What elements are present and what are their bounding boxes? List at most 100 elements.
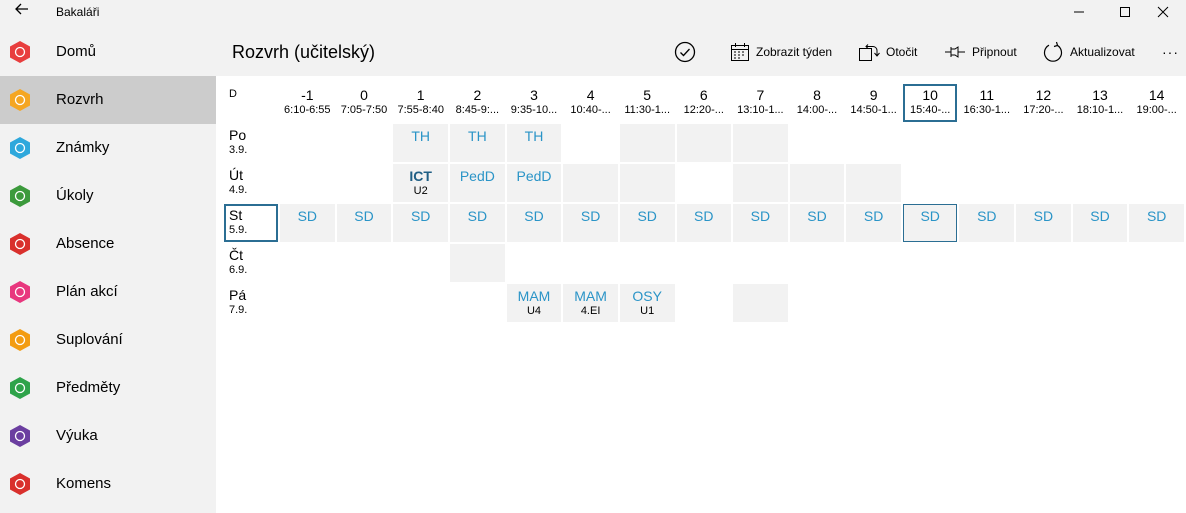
empty-cell[interactable] — [1129, 164, 1184, 202]
empty-cell[interactable] — [676, 284, 732, 322]
lesson-cell[interactable]: MAM 4.EI — [563, 284, 618, 322]
empty-cell[interactable] — [1072, 164, 1128, 202]
empty-cell[interactable] — [902, 124, 958, 162]
lesson-cell[interactable]: OSY U1 — [619, 284, 675, 322]
empty-cell[interactable] — [1016, 244, 1071, 282]
empty-cell[interactable] — [1072, 124, 1128, 162]
confirm-button[interactable] — [674, 40, 702, 64]
lesson-cell[interactable]: SD — [789, 204, 845, 242]
more-button[interactable]: ··· — [1162, 40, 1179, 64]
empty-cell[interactable] — [733, 284, 788, 322]
empty-cell[interactable] — [789, 124, 845, 162]
empty-cell[interactable] — [279, 244, 335, 282]
sidebar-item-7[interactable]: Suplování — [0, 316, 216, 364]
empty-cell[interactable] — [959, 124, 1015, 162]
sidebar-item-8[interactable]: Předměty — [0, 364, 216, 412]
day-cell[interactable]: Čt 6.9. — [224, 244, 278, 282]
empty-cell[interactable] — [279, 124, 335, 162]
lesson-cell[interactable]: SD — [959, 204, 1015, 242]
refresh-button[interactable]: Aktualizovat — [1042, 40, 1135, 64]
empty-cell[interactable] — [846, 164, 901, 202]
lesson-cell[interactable]: SD — [676, 204, 732, 242]
back-arrow-icon[interactable] — [12, 2, 32, 22]
lesson-cell[interactable]: SD — [619, 204, 675, 242]
lesson-cell[interactable]: SD — [733, 204, 788, 242]
sidebar-item-10[interactable]: Komens — [0, 460, 216, 508]
lesson-cell[interactable]: SD — [846, 204, 901, 242]
lesson-cell[interactable]: TH — [450, 124, 505, 162]
sidebar-item-1[interactable]: Domů — [0, 28, 216, 76]
lesson-cell[interactable]: SD — [506, 204, 562, 242]
empty-cell[interactable] — [336, 164, 392, 202]
lesson-cell[interactable]: SD — [563, 204, 618, 242]
empty-cell[interactable] — [619, 244, 675, 282]
empty-cell[interactable] — [1129, 244, 1184, 282]
empty-cell[interactable] — [959, 164, 1015, 202]
lesson-cell[interactable]: SD — [1129, 204, 1184, 242]
empty-cell[interactable] — [279, 284, 335, 322]
empty-cell[interactable] — [789, 284, 845, 322]
lesson-cell[interactable]: MAM U4 — [506, 284, 562, 322]
empty-cell[interactable] — [336, 244, 392, 282]
lesson-cell[interactable]: SD — [393, 204, 449, 242]
empty-cell[interactable] — [450, 244, 505, 282]
empty-cell[interactable] — [563, 244, 618, 282]
minimize-icon[interactable] — [1056, 0, 1102, 24]
sidebar-item-5[interactable]: Absence — [0, 220, 216, 268]
show-week-button[interactable]: Zobrazit týden — [730, 40, 832, 64]
close-icon[interactable] — [1140, 0, 1186, 24]
empty-cell[interactable] — [676, 244, 732, 282]
empty-cell[interactable] — [1129, 124, 1184, 162]
lesson-cell[interactable]: PedD — [506, 164, 562, 202]
empty-cell[interactable] — [1016, 124, 1071, 162]
empty-cell[interactable] — [846, 244, 901, 282]
sidebar-item-3[interactable]: Známky — [0, 124, 216, 172]
empty-cell[interactable] — [733, 124, 788, 162]
empty-cell[interactable] — [902, 244, 958, 282]
empty-cell[interactable] — [789, 244, 845, 282]
empty-cell[interactable] — [789, 164, 845, 202]
empty-cell[interactable] — [846, 284, 901, 322]
lesson-cell[interactable]: SD — [1072, 204, 1128, 242]
maximize-icon[interactable] — [1102, 0, 1148, 24]
empty-cell[interactable] — [563, 124, 618, 162]
empty-cell[interactable] — [619, 164, 675, 202]
empty-cell[interactable] — [959, 244, 1015, 282]
empty-cell[interactable] — [1129, 284, 1184, 322]
lesson-cell[interactable]: SD — [336, 204, 392, 242]
day-cell[interactable]: St 5.9. — [224, 204, 278, 242]
sidebar-item-6[interactable]: Plán akcí — [0, 268, 216, 316]
empty-cell[interactable] — [1016, 164, 1071, 202]
empty-cell[interactable] — [1072, 284, 1128, 322]
empty-cell[interactable] — [676, 164, 732, 202]
empty-cell[interactable] — [1016, 284, 1071, 322]
empty-cell[interactable] — [902, 164, 958, 202]
lesson-cell[interactable]: SD — [450, 204, 505, 242]
lesson-cell[interactable]: SD — [1016, 204, 1071, 242]
empty-cell[interactable] — [506, 244, 562, 282]
empty-cell[interactable] — [336, 284, 392, 322]
sidebar-item-2[interactable]: Rozvrh — [0, 76, 216, 124]
empty-cell[interactable] — [619, 124, 675, 162]
lesson-cell[interactable]: TH — [506, 124, 562, 162]
lesson-cell[interactable]: TH — [393, 124, 449, 162]
rotate-button[interactable]: Otočit — [858, 40, 917, 64]
day-cell[interactable]: Po 3.9. — [224, 124, 278, 162]
day-cell[interactable]: Pá 7.9. — [224, 284, 278, 322]
sidebar-item-4[interactable]: Úkoly — [0, 172, 216, 220]
empty-cell[interactable] — [676, 124, 732, 162]
empty-cell[interactable] — [959, 284, 1015, 322]
lesson-cell[interactable]: PedD — [450, 164, 505, 202]
day-cell[interactable]: Út 4.9. — [224, 164, 278, 202]
empty-cell[interactable] — [733, 164, 788, 202]
empty-cell[interactable] — [1072, 244, 1128, 282]
empty-cell[interactable] — [450, 284, 505, 322]
empty-cell[interactable] — [393, 244, 449, 282]
lesson-cell[interactable]: SD — [279, 204, 335, 242]
empty-cell[interactable] — [733, 244, 788, 282]
empty-cell[interactable] — [563, 164, 618, 202]
lesson-cell[interactable]: SD — [902, 204, 958, 242]
lesson-cell[interactable]: ICT U2 — [393, 164, 449, 202]
pin-button[interactable]: Připnout — [944, 40, 1017, 64]
sidebar-item-9[interactable]: Výuka — [0, 412, 216, 460]
